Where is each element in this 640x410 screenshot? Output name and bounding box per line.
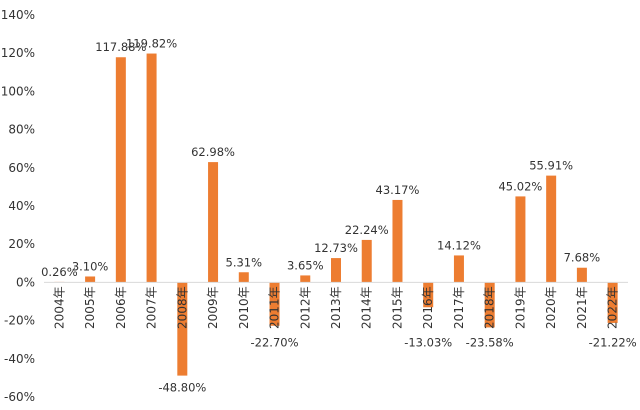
y-tick-label: 100% (1, 84, 35, 98)
bar (392, 199, 403, 283)
data-label: 5.31% (226, 255, 263, 269)
category-label: 2005年 (83, 286, 97, 329)
data-label: -23.58% (466, 335, 514, 349)
bar (300, 275, 311, 283)
bar (115, 57, 126, 283)
bar (146, 53, 157, 283)
data-label: 55.91% (529, 159, 573, 173)
category-label: 2018年 (483, 286, 497, 329)
data-label: -22.70% (251, 335, 299, 349)
category-label: 2019年 (513, 286, 527, 329)
category-label: 2014年 (360, 286, 374, 329)
data-label: 7.68% (564, 251, 601, 265)
data-label: 22.24% (345, 223, 389, 237)
bar (484, 282, 495, 328)
bar (453, 255, 464, 283)
category-label: 2011年 (268, 286, 282, 329)
bar (269, 282, 280, 326)
data-label: 117.88% (95, 40, 146, 54)
data-label: 43.17% (376, 183, 420, 197)
category-label: 2017年 (452, 286, 466, 329)
data-label: 45.02% (498, 179, 542, 193)
category-label: 2015年 (390, 286, 404, 329)
bar (607, 282, 618, 323)
y-tick-label: 20% (8, 237, 35, 251)
category-label: 2016年 (421, 286, 435, 329)
data-labels: 0.26%3.10% 117.88%119.82% -48.80% 62.98% 5.3… (41, 37, 637, 395)
y-tick-label: 0% (16, 275, 35, 289)
category-label: 2006年 (114, 286, 128, 329)
category-labels: 2004年 2005年 2006年 2007年 2008年 2009年 2010年 2011年… (52, 286, 619, 329)
data-label: 12.73% (314, 241, 358, 255)
bar (238, 272, 249, 283)
data-label: -13.03% (404, 335, 452, 349)
data-label: 119.82% (126, 37, 177, 51)
bar (177, 282, 188, 376)
y-tick-label: 140% (1, 8, 35, 22)
y-tick-label: 120% (1, 46, 35, 60)
bar (208, 162, 219, 283)
data-label: 0.26% (41, 265, 78, 279)
category-label: 2004年 (52, 286, 66, 329)
data-label: 62.98% (191, 145, 235, 159)
data-label: 3.65% (287, 258, 324, 272)
bar (515, 196, 526, 283)
category-label: 2020年 (544, 286, 558, 329)
bar (546, 175, 557, 283)
data-label: -48.80% (158, 381, 206, 395)
bar (85, 276, 96, 283)
bar (361, 239, 372, 283)
bars (54, 53, 618, 376)
data-label: -21.22% (589, 335, 637, 349)
data-label: 3.10% (72, 259, 109, 273)
y-tick-label: 40% (8, 199, 35, 213)
category-label: 2012年 (298, 286, 312, 329)
category-label: 2022年 (606, 286, 620, 329)
category-label: 2008年 (175, 286, 189, 329)
category-label: 2013年 (329, 286, 343, 329)
y-axis: -60% -40% -20% 0% 20% 40% 60% 80% 100% 120% 140% (1, 8, 35, 404)
y-tick-label: 60% (8, 161, 35, 175)
category-label: 2021年 (575, 286, 589, 329)
data-label: 14.12% (437, 238, 481, 252)
category-label: 2009年 (206, 286, 220, 329)
bar (331, 258, 341, 283)
bar (576, 267, 587, 283)
category-label: 2010年 (237, 286, 251, 329)
y-tick-label: 80% (8, 123, 35, 137)
bar (423, 282, 434, 308)
category-label: 2007年 (145, 286, 159, 329)
y-tick-label: -20% (4, 314, 35, 328)
y-tick-label: -60% (4, 390, 35, 404)
y-tick-label: -40% (4, 352, 35, 366)
